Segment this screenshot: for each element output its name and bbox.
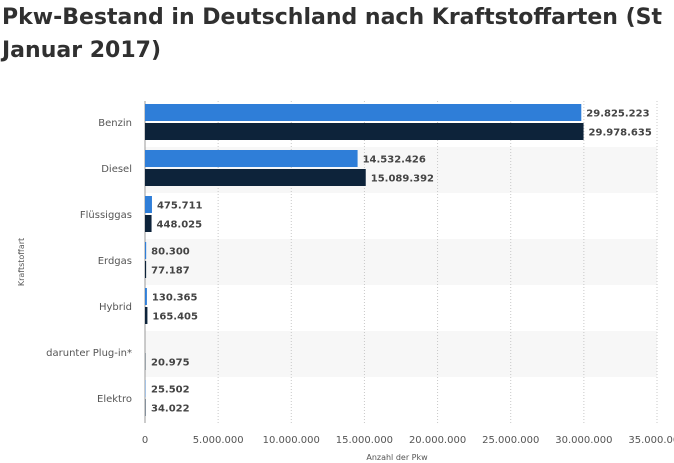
category-label: Flüssiggas (80, 210, 132, 221)
category-label: Hybrid (99, 302, 132, 313)
category-label: Diesel (101, 164, 132, 175)
bar-series-2 (145, 261, 147, 278)
data-label: 25.502 (151, 385, 190, 396)
data-label: 14.532.426 (363, 155, 426, 166)
x-tick-label: 25.000.000 (482, 435, 539, 446)
x-tick-label: 35.000.000 (628, 435, 674, 446)
data-label: 15.089.392 (371, 174, 434, 185)
x-axis-title: Anzahl der Pkw (366, 453, 428, 462)
data-label: 29.825.223 (586, 109, 649, 120)
data-label: 165.405 (152, 312, 198, 323)
bar-series-1 (145, 150, 358, 167)
data-label: 475.711 (157, 201, 203, 212)
category-label: Erdgas (98, 256, 132, 267)
category-label: Elektro (97, 394, 132, 405)
category-label: Benzin (98, 118, 132, 129)
bar-series-1 (145, 104, 582, 121)
bar-series-1 (145, 242, 147, 259)
data-label: 20.975 (151, 358, 190, 369)
bar-series-2 (145, 215, 152, 232)
chart-title-line-2: Januar 2017) (2, 38, 161, 63)
bar-series-1 (145, 196, 152, 213)
data-label: 34.022 (151, 404, 190, 415)
y-axis-title: Kraftstoffart (17, 238, 26, 286)
data-label: 80.300 (151, 247, 190, 258)
bar-series-2 (145, 169, 366, 186)
x-tick-label: 20.000.000 (409, 435, 466, 446)
x-tick-label: 10.000.000 (263, 435, 320, 446)
bar-series-2 (145, 307, 148, 324)
data-label: 77.187 (151, 266, 190, 277)
data-label: 29.978.635 (589, 128, 652, 139)
x-tick-label: 5.000.000 (193, 435, 244, 446)
category-band (145, 239, 657, 285)
x-tick-label: 30.000.000 (555, 435, 612, 446)
bar-series-1 (145, 288, 147, 305)
data-label: 130.365 (152, 293, 198, 304)
bar-series-2 (145, 123, 584, 140)
category-label: darunter Plug-in* (46, 348, 132, 359)
chart-title-line-1: Pkw-Bestand in Deutschland nach Kraftsto… (2, 5, 663, 30)
x-tick-label: 0 (142, 435, 148, 446)
category-band (145, 331, 657, 377)
x-tick-label: 15.000.000 (336, 435, 393, 446)
data-label: 448.025 (157, 220, 203, 231)
